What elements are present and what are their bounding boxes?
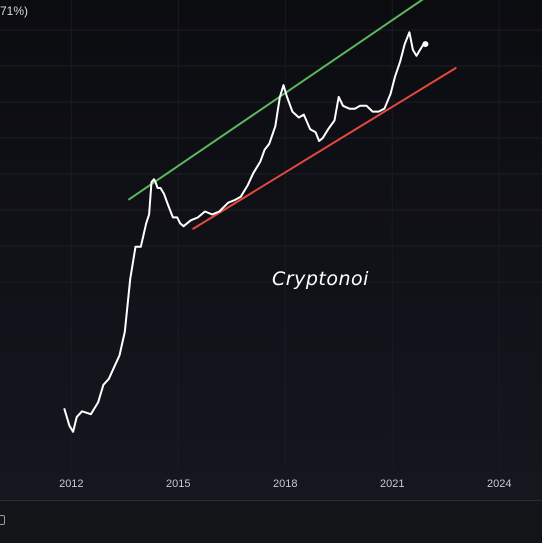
header-value: 71%) [0, 4, 29, 18]
price-line [63, 31, 426, 433]
lower-channel-line [192, 66, 457, 230]
upper-channel-line [127, 0, 424, 201]
x-tick-label: 2021 [379, 478, 405, 490]
x-tick-label: 2024 [486, 478, 512, 490]
x-tick-label: 2015 [166, 478, 191, 490]
x-tick-label: 2012 [59, 478, 84, 490]
watermark-text: Cryptonoi [272, 268, 369, 290]
last-price-dot [422, 41, 429, 48]
calendar-icon[interactable] [0, 515, 5, 525]
x-tick-label: 2018 [273, 478, 298, 490]
bottom-toolbar [0, 500, 542, 543]
